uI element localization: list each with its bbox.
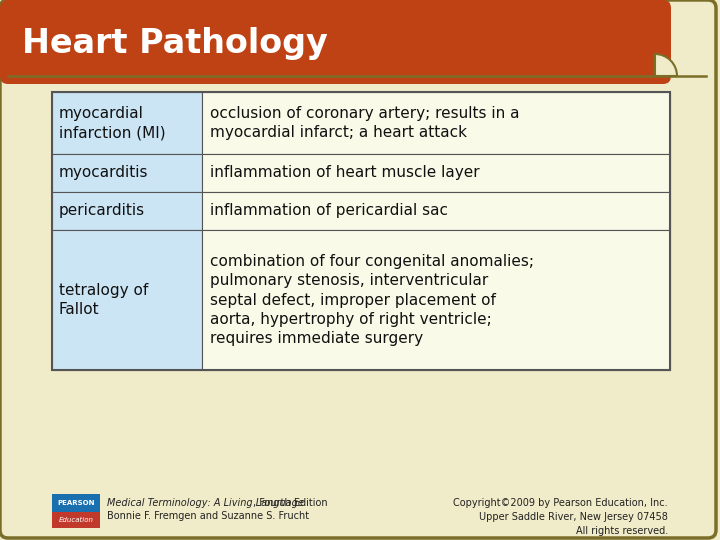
Bar [202,230,670,370]
Wedge shape [655,54,677,76]
Text: pericarditis: pericarditis [59,204,145,219]
Bar [620,8,670,76]
Bar [52,230,202,370]
Text: occlusion of coronary artery; results in a
myocardial infarct; a heart attack: occlusion of coronary artery; results in… [210,106,520,140]
Bar [52,494,100,512]
Bar [8,8,663,76]
Text: combination of four congenital anomalies;
pulmonary stenosis, interventricular
s: combination of four congenital anomalies… [210,254,534,346]
Bar [202,154,670,192]
Text: , Fourth Edition: , Fourth Edition [253,498,328,508]
Bar [202,192,670,230]
Bar [52,512,100,528]
Text: Bonnie F. Fremgen and Suzanne S. Frucht: Bonnie F. Fremgen and Suzanne S. Frucht [107,511,309,521]
Text: Heart Pathology: Heart Pathology [22,28,328,60]
Bar [202,92,670,154]
Text: myocardial
infarction (MI): myocardial infarction (MI) [59,106,166,140]
Text: Education: Education [58,517,94,523]
Text: myocarditis: myocarditis [59,165,148,180]
Text: Copyright©2009 by Pearson Education, Inc.
Upper Saddle River, New Jersey 07458
A: Copyright©2009 by Pearson Education, Inc… [454,498,668,536]
Text: inflammation of pericardial sac: inflammation of pericardial sac [210,204,448,219]
Bar [52,92,670,370]
Text: Medical Terminology: A Living Language: Medical Terminology: A Living Language [107,498,304,508]
Bar [52,154,202,192]
Text: inflammation of heart muscle layer: inflammation of heart muscle layer [210,165,480,180]
Bar [52,92,202,154]
Text: tetralogy of
Fallot: tetralogy of Fallot [59,283,148,317]
Bar [52,192,202,230]
Text: PEARSON: PEARSON [58,500,95,506]
FancyBboxPatch shape [0,0,671,84]
